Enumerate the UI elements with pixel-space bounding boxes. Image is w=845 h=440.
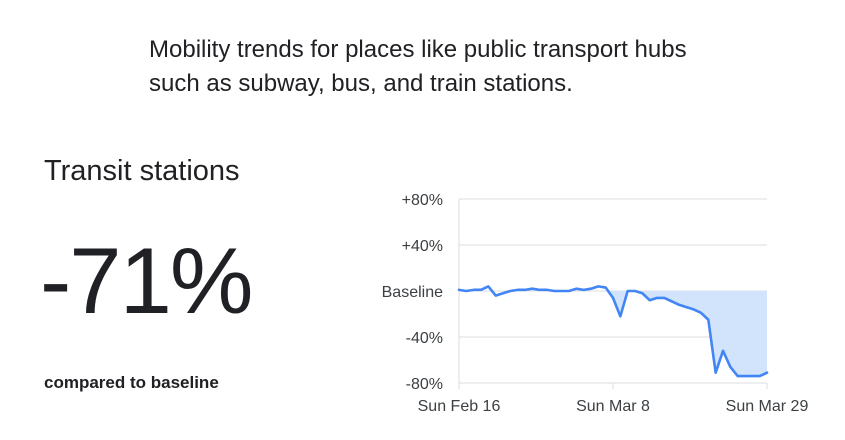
data-point: [744, 375, 746, 377]
data-point: [634, 290, 636, 292]
data-point: [714, 371, 717, 374]
data-point: [663, 297, 666, 299]
data-point: [538, 289, 541, 291]
headline-percentage: -71%: [40, 228, 253, 333]
description-text: Mobility trends for places like public t…: [149, 36, 687, 97]
data-point: [648, 299, 651, 302]
data-point: [656, 297, 658, 299]
x-tick-label: Sun Feb 16: [418, 398, 501, 415]
data-point: [546, 289, 548, 291]
data-point: [700, 312, 702, 314]
data-point: [597, 285, 600, 288]
decline-area: [605, 291, 767, 377]
data-point: [502, 292, 504, 295]
category-title: Transit stations: [44, 155, 240, 187]
y-tick-label: +80%: [402, 192, 443, 209]
data-point: [553, 290, 556, 292]
data-point: [465, 290, 468, 292]
data-point: [531, 287, 534, 290]
comparison-label: compared to baseline: [44, 373, 219, 392]
data-point: [568, 290, 570, 292]
data-point: [472, 289, 475, 291]
data-point: [729, 366, 732, 368]
data-point: [575, 287, 578, 290]
data-point: [516, 289, 519, 291]
data-point: [560, 290, 563, 292]
data-point: [736, 375, 739, 377]
data-point: [670, 300, 673, 303]
data-point: [480, 289, 482, 291]
data-point: [487, 285, 490, 288]
data-point: [678, 304, 680, 306]
y-tick-label: -80%: [406, 376, 443, 393]
data-point: [707, 318, 710, 321]
data-point: [590, 287, 592, 290]
data-point: [751, 375, 754, 377]
y-tick-label: +40%: [402, 238, 443, 255]
data-point: [766, 371, 768, 374]
data-point: [509, 290, 512, 292]
data-point: [582, 289, 585, 291]
data-point: [604, 286, 607, 289]
data-point: [758, 375, 761, 377]
y-tick-label: Baseline: [382, 284, 443, 301]
data-point: [692, 308, 695, 311]
x-tick-label: Sun Mar 29: [726, 398, 809, 415]
data-point: [458, 289, 460, 291]
data-point: [641, 292, 644, 295]
data-point: [722, 350, 724, 352]
data-point: [612, 297, 614, 299]
y-tick-label: -40%: [406, 330, 443, 347]
x-tick-label: Sun Mar 8: [576, 398, 650, 415]
data-point: [619, 315, 622, 318]
data-point: [685, 306, 688, 308]
data-point: [524, 289, 526, 291]
data-point: [494, 294, 497, 297]
data-point: [626, 290, 629, 292]
